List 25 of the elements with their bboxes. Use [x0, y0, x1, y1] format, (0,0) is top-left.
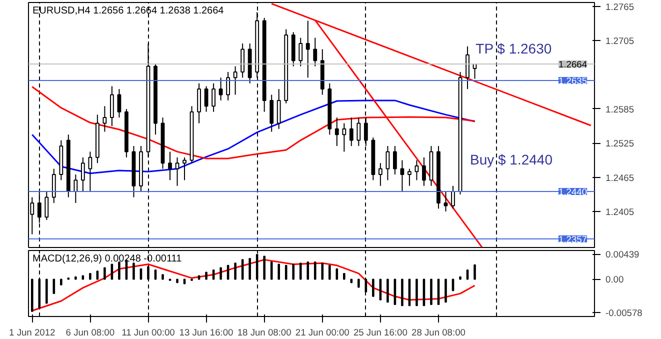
y-tick-label: 1.2465	[606, 172, 634, 183]
y-tick-label: 0.00439	[606, 250, 640, 260]
ref-line-label: 1.2635	[558, 76, 588, 86]
y-tick-label: -0.00578	[606, 308, 642, 318]
x-tick-label: 1 Jun 2012	[9, 328, 56, 338]
x-tick-label: 18 Jun 08:00	[237, 328, 292, 338]
ref-line-label: 1.2440	[558, 187, 588, 198]
x-tick-label: 6 Jun 08:00	[66, 328, 115, 338]
y-tick-label: 1.2585	[606, 104, 634, 114]
y-tick-label: 1.2405	[606, 206, 634, 217]
x-tick-label: 13 Jun 16:00	[179, 328, 234, 338]
ref-line-label: 1.2357	[558, 234, 588, 244]
annotation: Buy $ 1.2440	[470, 151, 553, 168]
y-tick-label: 1.2765	[606, 2, 634, 12]
y-tick-label: 1.2705	[606, 36, 634, 46]
x-tick-label: 25 Jun 16:00	[353, 328, 408, 338]
chart-title: EURUSD,H4 1.2656 1.2664 1.2638 1.2664	[32, 6, 224, 16]
x-tick-label: 21 Jun 00:00	[295, 328, 350, 338]
y-tick-label: 1.2525	[606, 138, 634, 149]
y-tick-label: 0.00	[606, 274, 624, 285]
annotation: TP $ 1.2630	[476, 40, 552, 57]
x-tick-label: 11 Jun 00:00	[122, 328, 175, 338]
chart-title: MACD(12,26,9) 0.00248 -0.00111	[32, 254, 182, 264]
ref-line-label: 1.2664	[558, 60, 588, 70]
x-tick-label: 28 Jun 08:00	[412, 328, 466, 338]
